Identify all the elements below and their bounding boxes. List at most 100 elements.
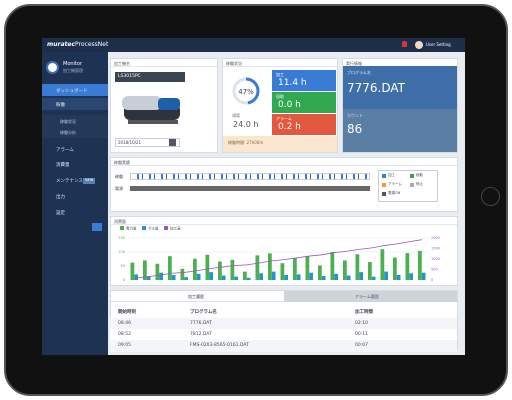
legend-swatch	[120, 226, 124, 230]
y-tick-label: 150	[118, 236, 125, 240]
legend-swatch	[164, 226, 168, 230]
status-processing: 加工 11.4 h	[272, 70, 336, 91]
tab-label[interactable]: 加工履歴	[188, 294, 204, 299]
table-cell: 00:11	[355, 332, 368, 337]
utilization-donut: 47%	[232, 77, 260, 105]
bar	[384, 271, 388, 280]
y-tick-label: 50	[121, 264, 125, 268]
bar	[305, 256, 310, 280]
table-row	[110, 340, 457, 352]
bar	[180, 268, 185, 280]
bar	[409, 273, 413, 280]
status-alarm: アラーム 0.2 h	[272, 114, 336, 135]
status-name: 加工	[276, 72, 284, 77]
bar	[296, 274, 301, 280]
y-tick-label: 0	[123, 278, 125, 282]
footer-band	[223, 136, 337, 152]
bar	[359, 272, 363, 280]
status-setup: 段取 0.0 h	[272, 92, 336, 113]
tab-inactive[interactable]	[284, 291, 457, 302]
panel-heading: 加工機名	[111, 59, 217, 67]
bar	[418, 250, 422, 280]
legend-label: ガス量	[148, 226, 159, 231]
panel-heading: 稼働実績	[111, 158, 457, 166]
status-time: 0.0 h	[278, 100, 301, 110]
table-cell: 7812.DAT	[190, 332, 212, 337]
column-header: プログラム名	[190, 310, 217, 315]
submenu-item[interactable]: 稼働分析	[42, 126, 108, 138]
table-cell: 08:46	[118, 321, 131, 326]
user-avatar[interactable]	[415, 41, 423, 49]
program-label: プログラム名	[347, 70, 371, 75]
bar	[130, 262, 135, 280]
table-cell: FMS-0203-8565-0161.DAT	[190, 343, 249, 348]
new-badge: NEW	[83, 178, 96, 184]
legend-label: 段取	[416, 173, 423, 177]
collapse-button[interactable]	[92, 223, 102, 231]
monitor-icon	[46, 61, 59, 74]
home-button[interactable]	[481, 187, 500, 206]
utilization-label: 47%	[238, 88, 254, 96]
bar	[355, 254, 360, 280]
menu-item[interactable]: 稼働	[42, 98, 108, 110]
bar	[284, 274, 288, 280]
panel-heading: 消費量	[111, 217, 457, 225]
table-row	[110, 329, 457, 341]
menu-item[interactable]: 出力	[56, 195, 65, 200]
count-box	[343, 109, 457, 152]
y2-tick-label: 1500	[431, 247, 440, 251]
table-cell: 09:05	[118, 343, 131, 348]
legend-swatch	[142, 226, 146, 230]
bar	[171, 274, 176, 280]
bar	[271, 271, 276, 280]
count-value: 86	[347, 122, 363, 136]
tab-label[interactable]: アラーム履歴	[355, 294, 379, 299]
bar	[196, 273, 201, 280]
bar	[343, 260, 347, 280]
table-cell: 08:52	[118, 332, 131, 337]
legend-label: アラーム	[388, 182, 402, 186]
bar	[255, 255, 260, 280]
bar	[143, 260, 147, 280]
table-row	[110, 318, 457, 330]
submenu-item[interactable]: 稼働状況	[42, 115, 108, 127]
menu-item[interactable]: 設定	[56, 211, 65, 216]
column-header: 開始時刻	[118, 310, 136, 315]
tab-active[interactable]	[111, 291, 284, 302]
menu-item[interactable]: アラーム	[56, 148, 74, 153]
operation-footer: 稼働時間: 27h00m	[228, 140, 264, 145]
menu-item[interactable]: ダッシュボード	[42, 84, 108, 96]
bar	[280, 263, 285, 280]
program-name: 7776.DAT	[347, 81, 405, 95]
machine-select[interactable]	[115, 72, 185, 82]
bar	[380, 249, 385, 280]
bar	[334, 273, 338, 280]
status-time: 0.2 h	[278, 122, 301, 132]
legend-swatch	[382, 183, 386, 187]
menu-item[interactable]: 消費量	[56, 163, 70, 168]
machine-image	[122, 96, 180, 124]
bar	[209, 272, 213, 280]
menu-item[interactable]: メンテナンス	[56, 179, 83, 184]
bar	[393, 257, 397, 280]
bar	[246, 277, 251, 280]
timeline-operation-bar	[130, 173, 370, 180]
date-field[interactable]	[115, 138, 180, 147]
bar	[259, 273, 263, 280]
bar	[318, 265, 322, 280]
timeline-row-label: 稼働	[115, 174, 123, 179]
legend-swatch	[410, 183, 414, 187]
bar	[321, 276, 326, 280]
table-cell: 02:10	[355, 321, 368, 326]
bell-icon[interactable]	[402, 41, 407, 47]
bar	[205, 254, 210, 280]
user-menu[interactable]: User Setting	[426, 42, 451, 47]
program-box	[343, 66, 457, 109]
table-cell: 7776.DAT	[190, 321, 212, 326]
product-name: ProcessNet	[75, 41, 109, 48]
bar	[146, 276, 151, 280]
y2-tick-label: 1000	[431, 257, 440, 261]
table-cell: 00:07	[355, 343, 368, 348]
calendar-button[interactable]	[169, 139, 176, 146]
